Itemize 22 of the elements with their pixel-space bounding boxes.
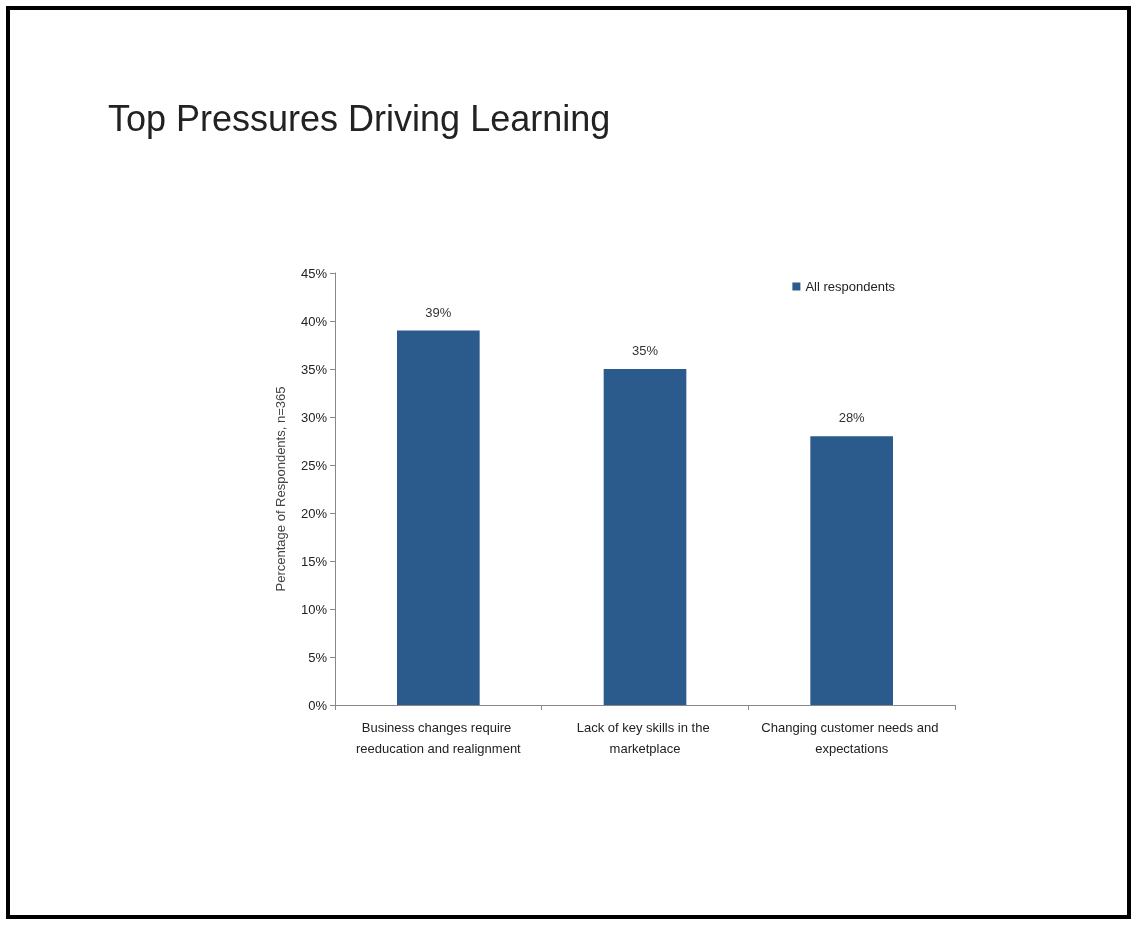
y-tick-label: 35% <box>300 361 328 377</box>
x-tick-label: Changing customer needs and expectations <box>761 720 943 756</box>
bar <box>810 436 893 705</box>
y-tick-label: 45% <box>300 265 328 281</box>
y-tick-label: 0% <box>308 697 328 713</box>
data-label: 28% <box>838 410 866 426</box>
y-tick-label: 15% <box>300 553 328 569</box>
chart-title: Top Pressures Driving Learning <box>108 98 611 140</box>
y-tick-label: 20% <box>300 505 328 521</box>
y-axis-title: Percentage of Respondents, n=365 <box>273 386 288 592</box>
x-tick-label: Lack of key skills in the marketplace <box>576 720 714 756</box>
y-tick-label: 10% <box>300 601 328 617</box>
bar <box>603 369 687 705</box>
x-tick-label: Business changes require reeducation and realignment <box>355 720 522 756</box>
y-tick-label: 30% <box>300 409 328 425</box>
legend-label: All respondents <box>805 279 896 294</box>
y-tick-label: 5% <box>308 649 328 665</box>
y-tick-label: 25% <box>300 457 328 473</box>
bar <box>397 330 480 705</box>
data-label: 35% <box>631 343 659 358</box>
y-tick-label: 40% <box>300 313 328 329</box>
data-label: 39% <box>425 304 452 320</box>
